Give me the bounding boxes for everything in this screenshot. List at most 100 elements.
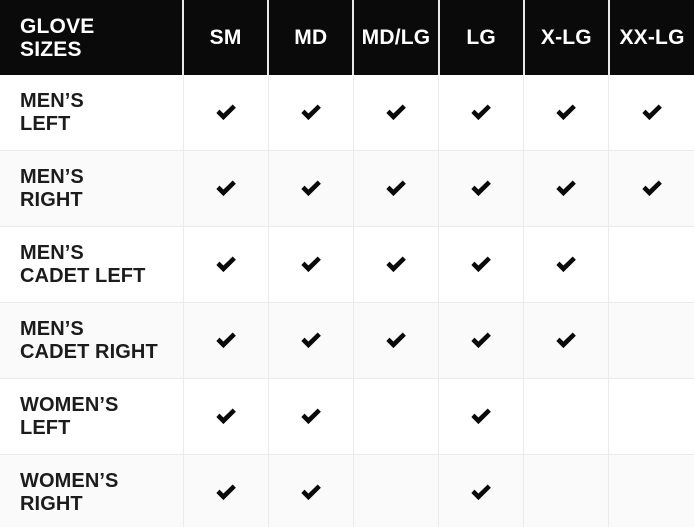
empty-cell [609,455,694,527]
table-body: MEN’S LEFT MEN’S RIGHT MEN’S CADET LEFT MEN’S C… [0,75,694,527]
cell-unavailable [352,454,439,527]
table-row: MEN’S CADET LEFT [0,226,694,303]
cell-available [182,75,269,151]
cell-available [267,454,354,527]
table-row: MEN’S CADET RIGHT [0,302,694,379]
check-wrapper [184,75,268,150]
header-row: GLOVE SIZES SM MD MD/LG LG X-LG XX-LG [0,0,694,75]
cell-unavailable [608,302,694,379]
cell-available [438,378,524,455]
row-label-line-1: WOMEN’S [20,469,119,492]
row-label: WOMEN’S LEFT [0,378,183,455]
check-wrapper [184,151,268,226]
cell-unavailable [608,454,694,527]
check-icon [215,408,236,424]
check-wrapper [184,303,268,378]
cell-available [523,75,609,151]
row-label-line-1: WOMEN’S [20,393,119,416]
row-label-line-2: CADET RIGHT [20,340,158,363]
cell-available [182,454,269,527]
cell-available [352,226,439,303]
check-wrapper [269,151,353,226]
check-icon [471,408,492,424]
cell-available [352,302,439,379]
row-label: MEN’S RIGHT [0,150,183,227]
table-row: MEN’S LEFT [0,75,694,151]
cell-available [182,150,269,227]
cell-available [523,302,609,379]
check-icon [556,180,577,196]
check-icon [471,180,492,196]
check-icon [471,484,492,500]
row-label-line-1: MEN’S [20,241,84,264]
check-icon [301,332,321,348]
row-label-line-1: MEN’S [20,317,84,340]
check-icon [301,180,321,196]
column-header-md: MD [267,0,354,75]
check-wrapper [354,227,438,302]
check-wrapper [269,303,353,378]
check-icon [215,104,236,120]
table-title: GLOVE SIZES [0,0,183,75]
table-row: WOMEN’S LEFT [0,378,694,455]
row-label: MEN’S CADET RIGHT [0,302,183,379]
check-icon [556,332,577,348]
check-icon [556,104,577,120]
row-label-line-2: RIGHT [20,188,83,211]
cell-available [523,226,609,303]
check-icon [642,104,662,120]
check-wrapper [439,379,523,454]
empty-cell [524,379,608,454]
cell-available [438,302,524,379]
column-header-lg: LG [437,0,524,75]
check-wrapper [184,227,268,302]
check-wrapper [439,151,523,226]
cell-unavailable [523,378,609,455]
check-icon [386,332,406,348]
cell-available [608,75,694,151]
cell-unavailable [523,454,609,527]
cell-available [608,150,694,227]
check-wrapper [354,151,438,226]
check-wrapper [524,227,608,302]
check-wrapper [439,455,523,527]
check-icon [556,256,577,272]
table-title-line-2: SIZES [20,37,82,61]
check-icon [301,256,321,272]
cell-available [352,75,439,151]
check-wrapper [609,151,694,226]
check-icon [301,408,321,424]
check-wrapper [439,303,523,378]
table-row: MEN’S RIGHT [0,150,694,227]
cell-available [267,150,354,227]
check-icon [471,104,492,120]
check-wrapper [184,379,268,454]
check-wrapper [439,227,523,302]
check-icon [215,180,236,196]
column-header-xlg: X-LG [522,0,609,75]
cell-available [267,75,354,151]
check-wrapper [354,303,438,378]
cell-unavailable [608,226,694,303]
cell-available [182,226,269,303]
row-label-line-2: RIGHT [20,492,83,515]
empty-cell [609,227,694,302]
check-wrapper [609,75,694,150]
cell-available [182,302,269,379]
cell-available [182,378,269,455]
check-icon [386,180,406,196]
cell-available [267,378,354,455]
check-icon [386,104,406,120]
row-label-line-2: LEFT [20,416,71,439]
check-wrapper [524,75,608,150]
check-icon [301,104,321,120]
table-title-line-1: GLOVE [20,14,95,38]
check-wrapper [269,227,353,302]
check-icon [386,256,406,272]
check-wrapper [524,151,608,226]
cell-available [523,150,609,227]
check-wrapper [439,75,523,150]
column-header-mdlg: MD/LG [352,0,439,75]
